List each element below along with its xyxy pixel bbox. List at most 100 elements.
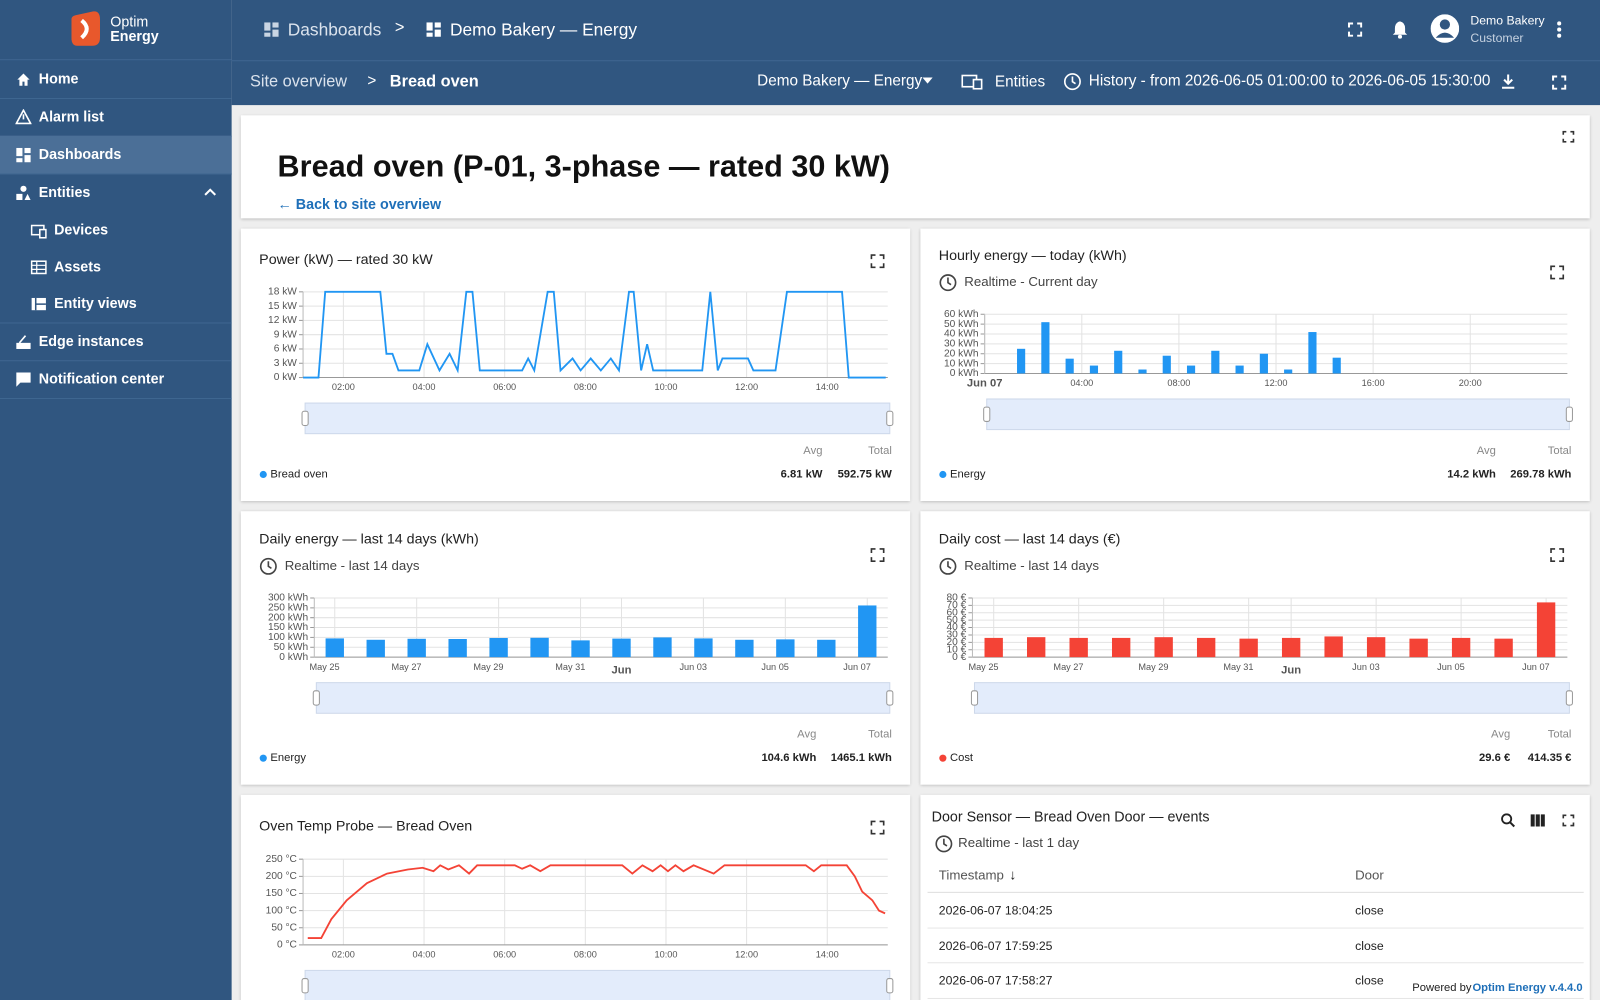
- x-tick-label: 08:00: [574, 382, 597, 392]
- chart-title: Daily energy — last 14 days (kWh): [259, 532, 479, 548]
- avatar[interactable]: [1430, 14, 1460, 43]
- legend-header: Total: [1548, 729, 1572, 741]
- logo-icon: [71, 11, 100, 46]
- x-tick-label: May 25: [310, 662, 340, 672]
- legend-marker: [939, 470, 947, 479]
- bar: [1089, 365, 1099, 374]
- bar: [366, 639, 385, 658]
- range-handle: [886, 410, 894, 427]
- expand-button[interactable]: [1562, 130, 1575, 143]
- bar: [1536, 602, 1556, 658]
- sort-arrow: ↓: [1009, 866, 1017, 883]
- menu-item[interactable]: Dashboards: [0, 135, 232, 175]
- expand-button[interactable]: [1550, 265, 1565, 280]
- x-tick-label: May 31: [555, 662, 585, 672]
- range-handle: [312, 690, 320, 706]
- y-tick-label: 40 kWh: [944, 329, 979, 340]
- column-header: Door: [1355, 867, 1384, 883]
- range-handle: [1565, 406, 1573, 422]
- fullscreen-button[interactable]: [1347, 22, 1363, 37]
- clock-icon: [1063, 73, 1081, 91]
- range-handle: [301, 410, 309, 427]
- legend-marker: [939, 754, 947, 762]
- entities-icon[interactable]: [961, 73, 983, 90]
- menu-label: Assets: [54, 258, 101, 275]
- x-tick-label: 02:00: [332, 950, 355, 960]
- columns-button[interactable]: [1530, 814, 1545, 827]
- y-tick-label: 250 kWh: [268, 603, 308, 614]
- back-link[interactable]: ← Back to site overview: [277, 195, 442, 213]
- menu-item[interactable]: Entities: [0, 173, 232, 211]
- menu-item[interactable]: Entity views: [0, 285, 232, 324]
- devices-icon: [30, 224, 47, 239]
- range-slider: [304, 402, 891, 435]
- logo-text: Energy: [110, 27, 159, 44]
- chart-subtitle: Realtime - Current day: [964, 274, 1098, 289]
- dashboard-select[interactable]: Demo Bakery — Energy: [757, 72, 923, 90]
- bar: [1065, 358, 1074, 374]
- export-button[interactable]: [1501, 73, 1515, 89]
- fullscreen-button[interactable]: [1552, 75, 1567, 90]
- menu-button[interactable]: [1556, 20, 1562, 38]
- notifications-button[interactable]: [1392, 20, 1408, 39]
- expand-button[interactable]: [870, 254, 885, 269]
- range-slider: [315, 682, 891, 714]
- state-link[interactable]: Site overview: [249, 73, 348, 91]
- x-tick-label: 16:00: [1362, 378, 1385, 388]
- expand-button[interactable]: [1562, 814, 1575, 827]
- range-handle: [886, 690, 894, 706]
- x-tick-label: May 29: [1138, 662, 1168, 672]
- breadcrumb-link[interactable]: Dashboards: [287, 20, 382, 40]
- column-header[interactable]: Timestamp: [938, 867, 1004, 883]
- bar: [1284, 369, 1293, 374]
- expand-button[interactable]: [870, 548, 885, 563]
- y-tick-label: 50 kWh: [944, 319, 979, 330]
- x-tick-label: Jun 03: [1352, 662, 1380, 672]
- cell: close: [1355, 938, 1384, 953]
- clock-hand: [267, 561, 272, 570]
- legend-header: Total: [1548, 445, 1572, 457]
- menu-item[interactable]: Assets: [0, 248, 232, 286]
- timewindow[interactable]: History - from 2026-06-05 01:00:00 to 20…: [1088, 72, 1491, 90]
- y-tick-label: 200 kWh: [268, 612, 308, 623]
- y-tick-label: 15 kW: [268, 301, 297, 312]
- x-tick-label: 10:00: [654, 950, 677, 960]
- cell: 2026-06-07 17:58:27: [938, 973, 1053, 988]
- menu-item[interactable]: Notification center: [0, 360, 232, 399]
- bar: [1324, 636, 1343, 658]
- bar: [407, 638, 426, 658]
- home-icon: [17, 73, 30, 86]
- table-row: Timestamp ↓ Door: [927, 857, 1584, 893]
- range-slider: [973, 682, 1570, 714]
- user-role: Customer: [1470, 30, 1524, 45]
- legend-header: Avg: [797, 729, 816, 741]
- sidebar: Optim Energy Home Alarm list Dashboards …: [0, 0, 232, 1000]
- menu-item[interactable]: Home: [0, 60, 232, 99]
- chart-title: Power (kW) — rated 30 kW: [259, 252, 433, 268]
- cell: close: [1355, 973, 1384, 988]
- legend-label: Cost: [950, 752, 974, 764]
- menu-item[interactable]: Edge instances: [0, 322, 232, 362]
- menu-item[interactable]: Devices: [0, 211, 232, 249]
- x-tick-label: May 25: [968, 662, 998, 672]
- expand-button[interactable]: [1550, 548, 1565, 563]
- menu-label: Notification center: [38, 370, 165, 387]
- chart: Oven Temp Probe — Bread Oven 0 °C 50 °C 100…: [259, 818, 894, 1000]
- bar: [694, 638, 713, 658]
- bar: [817, 639, 836, 658]
- divider: [231, 60, 1600, 62]
- table-row: 2026-06-07 17:58:27 close: [927, 963, 1584, 999]
- search-button[interactable]: [1501, 813, 1516, 828]
- bar: [1027, 637, 1046, 658]
- y-tick-label: 30 €: [946, 630, 966, 641]
- legend-marker: [259, 470, 267, 479]
- footer-brand[interactable]: Optim Energy v.4.4.0: [1472, 981, 1583, 994]
- bar: [1494, 638, 1513, 658]
- menu-item[interactable]: Alarm list: [0, 98, 232, 137]
- edge-icon: [16, 335, 31, 349]
- expand-button[interactable]: [870, 820, 885, 835]
- y-tick-label: 10 kWh: [944, 358, 979, 369]
- chart-title: Hourly energy — today (kWh): [939, 248, 1127, 264]
- x-tick-label: Jun 05: [1437, 662, 1465, 672]
- entities-button[interactable]: Entities: [994, 73, 1046, 91]
